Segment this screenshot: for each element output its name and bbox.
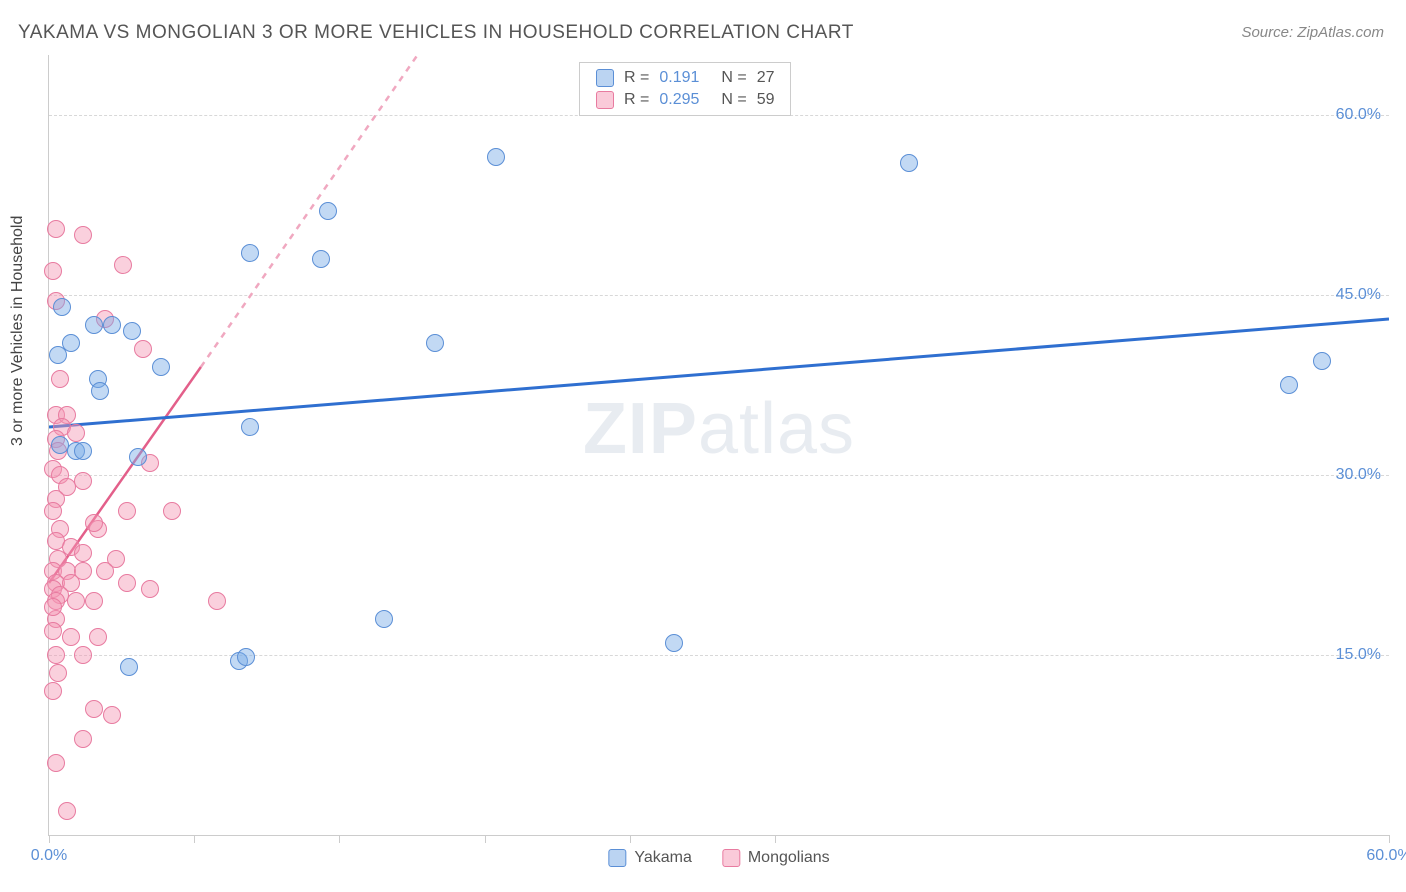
r-value: 0.191 xyxy=(659,69,711,87)
point-mongolian xyxy=(163,502,181,520)
point-yakama xyxy=(312,250,330,268)
n-value: 59 xyxy=(757,91,775,109)
trend-line xyxy=(49,319,1389,427)
n-label: N = xyxy=(721,69,746,87)
point-yakama xyxy=(1313,352,1331,370)
n-value: 27 xyxy=(757,69,775,87)
legend-row: R = 0.295 N = 59 xyxy=(580,89,790,111)
point-mongolian xyxy=(74,730,92,748)
legend-correlation: R = 0.191 N = 27 R = 0.295 N = 59 xyxy=(579,62,791,116)
point-yakama xyxy=(74,442,92,460)
legend-swatch xyxy=(608,849,626,867)
point-mongolian xyxy=(67,424,85,442)
r-label: R = xyxy=(624,69,649,87)
plot-area: ZIPatlas 15.0%30.0%45.0%60.0% 0.0%60.0% … xyxy=(48,55,1389,836)
point-mongolian xyxy=(67,592,85,610)
legend-item: Mongolians xyxy=(722,849,830,867)
r-value: 0.295 xyxy=(659,91,711,109)
gridline-h xyxy=(49,475,1389,476)
point-yakama xyxy=(900,154,918,172)
point-yakama xyxy=(123,322,141,340)
point-yakama xyxy=(53,298,71,316)
x-tick xyxy=(339,835,340,843)
point-mongolian xyxy=(47,220,65,238)
legend-label: Yakama xyxy=(634,849,692,867)
point-mongolian xyxy=(74,472,92,490)
point-mongolian xyxy=(141,580,159,598)
point-yakama xyxy=(91,382,109,400)
point-mongolian xyxy=(44,262,62,280)
x-tick-label: 60.0% xyxy=(1366,847,1406,865)
point-mongolian xyxy=(58,802,76,820)
point-mongolian xyxy=(44,682,62,700)
legend-item: Yakama xyxy=(608,849,692,867)
legend-swatch xyxy=(596,91,614,109)
y-tick-label: 15.0% xyxy=(1336,646,1381,664)
point-mongolian xyxy=(47,754,65,772)
point-yakama xyxy=(51,436,69,454)
legend-row: R = 0.191 N = 27 xyxy=(580,67,790,89)
point-yakama xyxy=(241,244,259,262)
legend-swatch xyxy=(596,69,614,87)
n-label: N = xyxy=(721,91,746,109)
point-mongolian xyxy=(49,664,67,682)
point-yakama xyxy=(129,448,147,466)
point-mongolian xyxy=(96,562,114,580)
trend-line xyxy=(201,55,418,367)
legend-series: Yakama Mongolians xyxy=(608,849,829,867)
point-mongolian xyxy=(44,622,62,640)
y-tick-label: 60.0% xyxy=(1336,106,1381,124)
point-yakama xyxy=(103,316,121,334)
x-tick xyxy=(1389,835,1390,843)
point-mongolian xyxy=(74,544,92,562)
legend-label: Mongolians xyxy=(748,849,830,867)
point-yakama xyxy=(152,358,170,376)
point-mongolian xyxy=(208,592,226,610)
point-yakama xyxy=(120,658,138,676)
legend-swatch xyxy=(722,849,740,867)
point-mongolian xyxy=(62,628,80,646)
point-mongolian xyxy=(44,502,62,520)
point-yakama xyxy=(375,610,393,628)
point-yakama xyxy=(665,634,683,652)
y-axis-label: 3 or more Vehicles in Household xyxy=(9,216,27,446)
point-mongolian xyxy=(134,340,152,358)
y-tick-label: 45.0% xyxy=(1336,286,1381,304)
chart-title: YAKAMA VS MONGOLIAN 3 OR MORE VEHICLES I… xyxy=(18,22,854,44)
point-mongolian xyxy=(85,514,103,532)
x-tick xyxy=(49,835,50,843)
point-mongolian xyxy=(47,646,65,664)
y-tick-label: 30.0% xyxy=(1336,466,1381,484)
point-mongolian xyxy=(85,592,103,610)
point-mongolian xyxy=(44,598,62,616)
point-yakama xyxy=(85,316,103,334)
trend-lines xyxy=(49,55,1389,835)
point-yakama xyxy=(487,148,505,166)
point-mongolian xyxy=(51,370,69,388)
x-tick xyxy=(630,835,631,843)
point-mongolian xyxy=(74,646,92,664)
point-mongolian xyxy=(118,574,136,592)
x-tick xyxy=(775,835,776,843)
watermark: ZIPatlas xyxy=(583,388,855,470)
gridline-h xyxy=(49,295,1389,296)
x-tick-label: 0.0% xyxy=(31,847,67,865)
source-label: Source: ZipAtlas.com xyxy=(1241,24,1384,41)
point-yakama xyxy=(1280,376,1298,394)
x-tick xyxy=(485,835,486,843)
point-yakama xyxy=(319,202,337,220)
point-mongolian xyxy=(74,226,92,244)
x-tick xyxy=(194,835,195,843)
point-mongolian xyxy=(114,256,132,274)
point-mongolian xyxy=(118,502,136,520)
r-label: R = xyxy=(624,91,649,109)
point-yakama xyxy=(426,334,444,352)
point-yakama xyxy=(49,346,67,364)
point-yakama xyxy=(237,648,255,666)
point-mongolian xyxy=(85,700,103,718)
point-yakama xyxy=(241,418,259,436)
point-mongolian xyxy=(103,706,121,724)
chart-container: YAKAMA VS MONGOLIAN 3 OR MORE VEHICLES I… xyxy=(0,0,1406,892)
point-mongolian xyxy=(89,628,107,646)
